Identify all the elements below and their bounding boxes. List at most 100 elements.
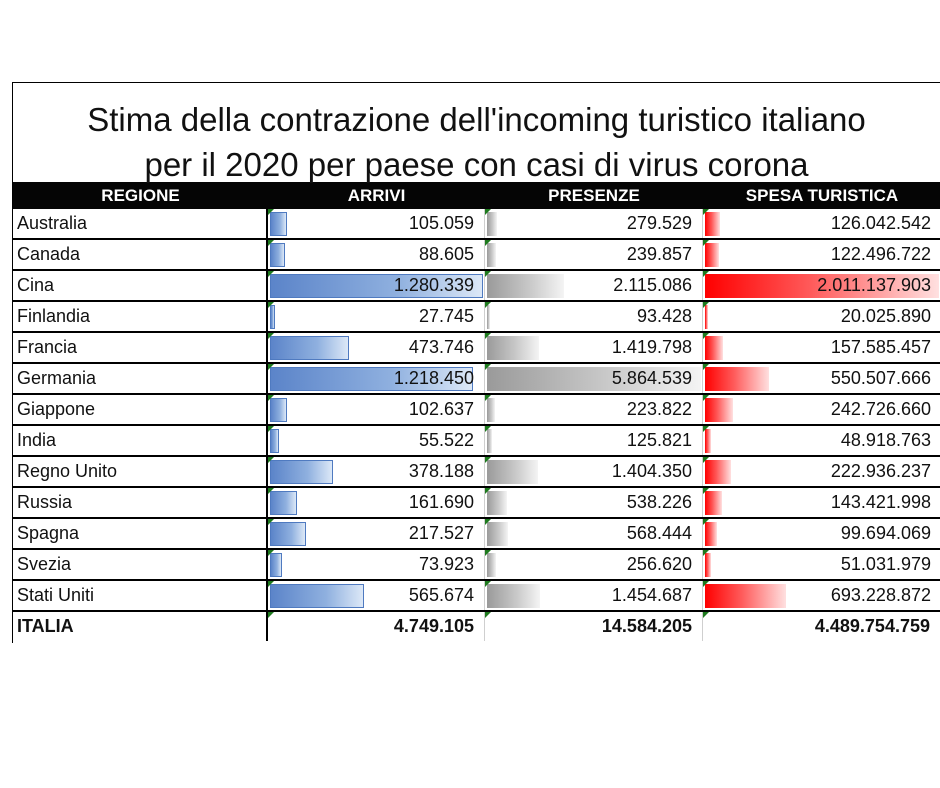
arrivi-value: 378.188	[408, 461, 474, 481]
regione-cell: Germania	[13, 364, 268, 393]
arrivi-cell: 565.674	[268, 581, 485, 610]
cell-error-indicator-icon	[485, 581, 491, 587]
cell-error-indicator-icon	[485, 240, 491, 246]
header-regione: REGIONE	[101, 186, 180, 205]
table-row: Giappone 102.637 223.822 242.726.660	[13, 395, 940, 426]
spesa-data-bar	[705, 429, 711, 453]
presenze-value: 5.864.539	[611, 368, 692, 388]
cell-error-indicator-icon	[268, 271, 274, 277]
presenze-value: 14.584.205	[601, 616, 692, 636]
presenze-data-bar	[487, 336, 539, 360]
arrivi-data-bar	[270, 398, 287, 422]
arrivi-data-bar	[270, 274, 483, 298]
presenze-data-bar	[487, 367, 701, 391]
spesa-value: 4.489.754.759	[814, 616, 930, 636]
regione-cell: Australia	[13, 209, 268, 238]
arrivi-value: 55.522	[418, 430, 474, 450]
arrivi-cell: 73.923	[268, 550, 485, 579]
arrivi-data-bar	[270, 491, 297, 515]
table-row: Cina 1.280.339 2.115.086 2.011.137.903	[13, 271, 940, 302]
regione-cell: Regno Unito	[13, 457, 268, 486]
cell-error-indicator-icon	[485, 364, 491, 370]
cell-error-indicator-icon	[703, 550, 709, 556]
cell-error-indicator-icon	[703, 271, 709, 277]
cell-error-indicator-icon	[703, 333, 709, 339]
table-body: Australia 105.059 279.529 126.042.542 Canada…	[13, 209, 940, 643]
arrivi-value: 565.674	[408, 585, 474, 605]
spreadsheet-table: Stima della contrazione dell'incoming tu…	[12, 82, 940, 643]
presenze-value: 279.529	[626, 213, 692, 233]
presenze-data-bar	[487, 429, 492, 453]
header-spesa: SPESA TURISTICA	[745, 186, 899, 205]
presenze-cell: 125.821	[485, 426, 703, 455]
presenze-data-bar	[487, 553, 496, 577]
presenze-cell: 256.620	[485, 550, 703, 579]
arrivi-data-bar	[270, 584, 364, 608]
header-row: REGIONE ARRIVI PRESENZE SPESA TURISTICA	[13, 182, 940, 209]
arrivi-value: 473.746	[408, 337, 474, 357]
cell-error-indicator-icon	[268, 426, 274, 432]
regione-cell: Cina	[13, 271, 268, 300]
arrivi-cell: 88.605	[268, 240, 485, 269]
spesa-data-bar	[705, 491, 722, 515]
presenze-data-bar	[487, 584, 540, 608]
header-arrivi: ARRIVI	[347, 186, 406, 205]
arrivi-cell: 105.059	[268, 209, 485, 238]
spesa-value: 2.011.137.903	[817, 275, 931, 295]
regione-cell: Stati Uniti	[13, 581, 268, 610]
presenze-data-bar	[487, 212, 497, 236]
arrivi-cell: 1.280.339	[268, 271, 485, 300]
presenze-cell: 223.822	[485, 395, 703, 424]
cell-error-indicator-icon	[703, 302, 709, 308]
arrivi-data-bar	[270, 429, 279, 453]
spesa-cell: 693.228.872	[703, 581, 940, 610]
arrivi-value: 4.749.105	[393, 616, 474, 636]
presenze-value: 1.419.798	[611, 337, 692, 357]
spesa-data-bar	[705, 336, 723, 360]
spesa-cell: 242.726.660	[703, 395, 940, 424]
spesa-data-bar	[705, 243, 719, 267]
cell-error-indicator-icon	[268, 519, 274, 525]
spesa-cell: 2.011.137.903	[703, 271, 940, 300]
cell-error-indicator-icon	[268, 457, 274, 463]
arrivi-data-bar	[270, 460, 333, 484]
cell-error-indicator-icon	[268, 581, 274, 587]
title-line-2: per il 2020 per paese con casi di virus …	[144, 146, 809, 183]
table-title: Stima della contrazione dell'incoming tu…	[13, 83, 940, 183]
spesa-value: 122.496.722	[830, 244, 931, 264]
presenze-data-bar	[487, 491, 507, 515]
table-row: Australia 105.059 279.529 126.042.542	[13, 209, 940, 240]
cell-error-indicator-icon	[268, 550, 274, 556]
arrivi-data-bar	[270, 522, 306, 546]
spesa-data-bar	[705, 398, 733, 422]
cell-error-indicator-icon	[703, 364, 709, 370]
presenze-value: 1.454.687	[611, 585, 692, 605]
spesa-value: 48.918.763	[840, 430, 931, 450]
regione-cell: Francia	[13, 333, 268, 362]
cell-error-indicator-icon	[703, 240, 709, 246]
table-row: Russia 161.690 538.226 143.421.998	[13, 488, 940, 519]
arrivi-cell: 27.745	[268, 302, 485, 331]
presenze-value: 568.444	[626, 523, 692, 543]
spesa-value: 20.025.890	[840, 306, 931, 326]
presenze-cell: 5.864.539	[485, 364, 703, 393]
spesa-cell: 550.507.666	[703, 364, 940, 393]
presenze-cell: 538.226	[485, 488, 703, 517]
arrivi-data-bar	[270, 305, 275, 329]
spesa-value: 157.585.457	[830, 337, 931, 357]
cell-error-indicator-icon	[268, 209, 274, 215]
cell-error-indicator-icon	[485, 302, 491, 308]
table-row: Francia 473.746 1.419.798 157.585.457	[13, 333, 940, 364]
spesa-cell: 222.936.237	[703, 457, 940, 486]
arrivi-value: 27.745	[418, 306, 474, 326]
presenze-value: 2.115.086	[613, 275, 692, 295]
cell-error-indicator-icon	[703, 612, 709, 618]
regione-cell: Finlandia	[13, 302, 268, 331]
presenze-data-bar	[487, 305, 490, 329]
cell-error-indicator-icon	[703, 581, 709, 587]
arrivi-value: 217.527	[408, 523, 474, 543]
cell-error-indicator-icon	[485, 395, 491, 401]
spesa-value: 126.042.542	[830, 213, 931, 233]
arrivi-value: 102.637	[408, 399, 474, 419]
arrivi-value: 73.923	[418, 554, 474, 574]
